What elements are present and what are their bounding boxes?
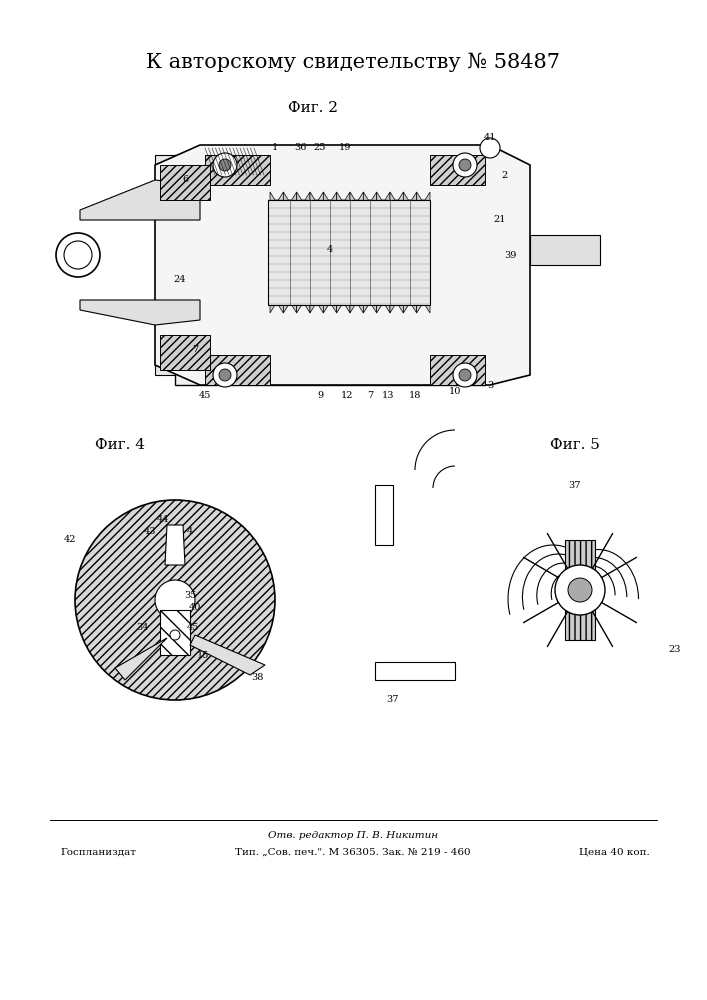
Circle shape <box>459 369 471 381</box>
Text: 37: 37 <box>387 696 399 704</box>
Polygon shape <box>377 192 390 313</box>
Polygon shape <box>155 145 530 385</box>
Polygon shape <box>190 635 265 675</box>
Polygon shape <box>350 192 363 313</box>
Text: Отв. редактор П. В. Никитин: Отв. редактор П. В. Никитин <box>268 830 438 840</box>
Polygon shape <box>270 192 284 313</box>
Bar <box>205 155 270 185</box>
Text: 10: 10 <box>449 387 461 396</box>
Bar <box>205 355 270 385</box>
Circle shape <box>459 159 471 171</box>
Polygon shape <box>323 192 337 313</box>
Text: 37: 37 <box>568 481 581 489</box>
Circle shape <box>213 153 237 177</box>
Bar <box>375 485 393 545</box>
Polygon shape <box>80 180 200 220</box>
FancyBboxPatch shape <box>175 155 485 385</box>
Circle shape <box>555 565 605 615</box>
Bar <box>160 165 210 200</box>
Circle shape <box>568 578 592 602</box>
Polygon shape <box>416 192 430 313</box>
Text: 43: 43 <box>144 528 156 536</box>
Circle shape <box>56 233 100 277</box>
Bar <box>268 200 430 305</box>
Text: 44: 44 <box>157 516 169 524</box>
Polygon shape <box>310 192 323 313</box>
Text: К авторскому свидетельству № 58487: К авторскому свидетельству № 58487 <box>146 52 560 72</box>
Text: 41: 41 <box>484 133 496 142</box>
Text: 12: 12 <box>341 390 354 399</box>
Text: 34: 34 <box>136 624 149 633</box>
Text: 7: 7 <box>192 346 198 355</box>
Bar <box>565 540 595 640</box>
Text: Цена 40 коп.: Цена 40 коп. <box>579 848 650 856</box>
Text: 35: 35 <box>184 590 196 599</box>
Polygon shape <box>337 192 350 313</box>
Polygon shape <box>530 235 600 265</box>
Circle shape <box>155 580 195 620</box>
Text: 4: 4 <box>327 245 333 254</box>
Circle shape <box>213 363 237 387</box>
Polygon shape <box>80 300 200 325</box>
Text: 9: 9 <box>317 390 323 399</box>
Circle shape <box>453 363 477 387</box>
Text: 3: 3 <box>487 380 493 389</box>
Circle shape <box>453 153 477 177</box>
Text: 25: 25 <box>314 143 326 152</box>
Text: 1: 1 <box>272 143 278 152</box>
Text: Госпланиздат: Госпланиздат <box>60 848 136 856</box>
Text: 36: 36 <box>294 143 306 152</box>
Bar <box>430 355 485 385</box>
Polygon shape <box>115 638 167 680</box>
Text: 39: 39 <box>504 250 516 259</box>
Text: 45: 45 <box>199 390 211 399</box>
Text: 7: 7 <box>367 390 373 399</box>
Text: Фиг. 5: Фиг. 5 <box>550 438 600 452</box>
Text: 40: 40 <box>189 603 201 612</box>
Polygon shape <box>390 192 403 313</box>
Text: 4: 4 <box>187 528 193 536</box>
Text: 45: 45 <box>187 624 199 633</box>
Circle shape <box>219 369 231 381</box>
Polygon shape <box>165 525 185 565</box>
Circle shape <box>219 159 231 171</box>
Polygon shape <box>284 192 297 313</box>
Text: 2: 2 <box>502 170 508 180</box>
Bar <box>375 662 455 680</box>
Text: 42: 42 <box>64 536 76 544</box>
Text: 15: 15 <box>197 650 209 660</box>
Polygon shape <box>155 155 175 375</box>
Text: 24: 24 <box>174 275 186 284</box>
Text: 23: 23 <box>669 646 682 654</box>
Polygon shape <box>297 192 310 313</box>
Text: 19: 19 <box>339 143 351 152</box>
Text: Фиг. 2: Фиг. 2 <box>288 101 338 115</box>
Text: 21: 21 <box>493 216 506 225</box>
Text: 6: 6 <box>182 176 188 184</box>
Text: 38: 38 <box>251 674 263 682</box>
Bar <box>430 155 485 185</box>
Text: Фиг. 4: Фиг. 4 <box>95 438 145 452</box>
Text: 13: 13 <box>382 390 395 399</box>
Text: 18: 18 <box>409 390 421 399</box>
Polygon shape <box>403 192 416 313</box>
Bar <box>160 335 210 370</box>
Circle shape <box>170 630 180 640</box>
Text: Тип. „Сов. печ.". М 36305. Зак. № 219 - 460: Тип. „Сов. печ.". М 36305. Зак. № 219 - … <box>235 848 471 856</box>
Bar <box>160 610 190 655</box>
Polygon shape <box>363 192 377 313</box>
Circle shape <box>480 138 500 158</box>
Circle shape <box>75 500 275 700</box>
